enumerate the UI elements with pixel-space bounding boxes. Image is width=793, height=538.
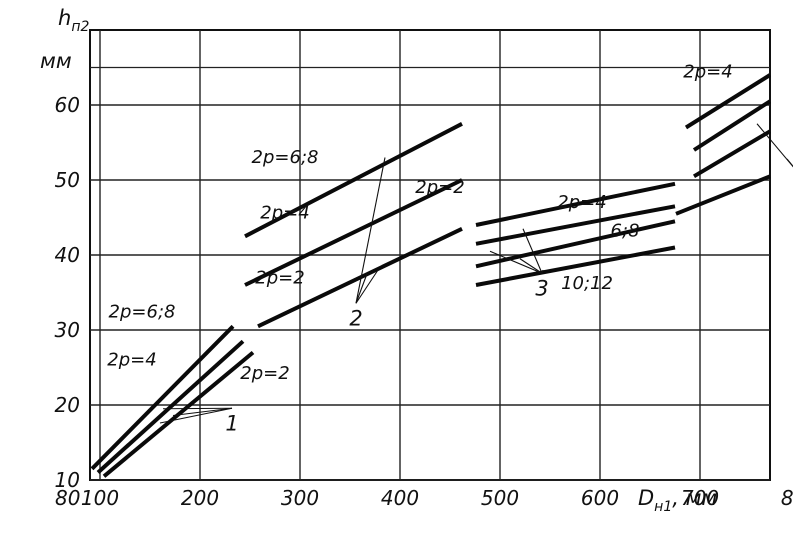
series-line	[244, 122, 463, 239]
x-tick-label: 500	[481, 486, 519, 510]
curve-label: 2p=6;8	[252, 147, 319, 168]
leader-line	[355, 157, 386, 304]
series-line	[475, 204, 676, 246]
leader-line	[489, 250, 543, 274]
leader-line	[786, 158, 793, 168]
curve-label: 2p=2	[415, 177, 464, 198]
leader-line	[355, 269, 379, 304]
leader-line	[355, 273, 368, 304]
curve-label: 2p=2	[255, 268, 304, 289]
leader-line	[172, 407, 233, 417]
x-axis-title: Dн1, мм	[638, 486, 717, 515]
series-line	[244, 178, 463, 287]
series-line	[96, 339, 245, 474]
y-axis-unit: мм	[40, 49, 72, 73]
x-origin-tick-label: 80	[55, 486, 80, 510]
y-tick-label: 60	[55, 93, 80, 117]
x-tick-label: 700	[681, 486, 719, 510]
y-tick-label: 20	[55, 393, 80, 417]
y-axis-title: hп2	[58, 6, 89, 35]
y-tick-label: 10	[55, 468, 80, 492]
series-line	[257, 226, 463, 329]
x-tick-label: 100	[81, 486, 119, 510]
group-label: 2	[349, 306, 362, 330]
y-tick-label: 50	[55, 168, 80, 192]
curve-label: 2p=4	[107, 349, 156, 370]
series-line	[90, 324, 235, 471]
curve-label: 10;12	[561, 273, 613, 294]
series-line	[475, 181, 676, 227]
group-label: 1	[225, 411, 238, 435]
series-annotations: 2p=6;82p=42p=22p=6;82p=42p=22p=22p=46;81…	[107, 61, 793, 384]
leader-line	[522, 228, 543, 274]
tick-labels: 100 200 300 400 500 600 700 800 10 20 30 40 50 60	[55, 93, 793, 510]
y-tick-label: 30	[55, 318, 80, 342]
series-lines	[90, 73, 772, 478]
leader-line	[162, 407, 233, 410]
series-line	[475, 219, 676, 269]
curve-label: 2p=4	[683, 61, 732, 82]
group-labels: 1234	[225, 276, 548, 435]
series-line	[692, 129, 772, 179]
y-tick-label: 40	[55, 243, 80, 267]
curve-label: 2p=6;8	[109, 301, 176, 322]
x-tick-label: 600	[581, 486, 619, 510]
x-tick-label: 800	[781, 486, 793, 510]
series-line	[692, 99, 772, 152]
series-line	[684, 73, 772, 130]
leader-line	[541, 269, 544, 274]
curve-label: 6;8	[611, 220, 640, 241]
curve-label: 2p=4	[260, 202, 309, 223]
x-tick-label: 300	[281, 486, 319, 510]
curve-label: 2p=2	[240, 363, 289, 384]
leader-lines	[159, 123, 793, 424]
x-tick-label: 200	[181, 486, 219, 510]
x-tick-label: 400	[381, 486, 419, 510]
leader-line	[159, 407, 233, 424]
group-label: 3	[535, 276, 548, 300]
leader-line	[519, 258, 543, 274]
leader-line	[756, 123, 793, 168]
curve-label: 2p=4	[557, 192, 606, 213]
grid	[89, 29, 771, 481]
series-line	[675, 174, 771, 216]
series-line	[475, 245, 676, 287]
